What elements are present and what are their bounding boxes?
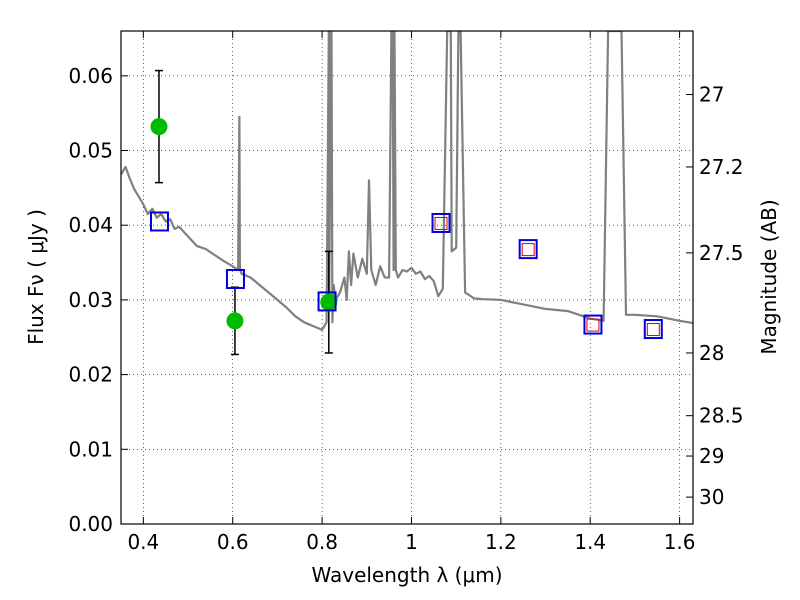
- mag-tick-label: 30: [699, 485, 724, 509]
- model-point-inner-square: [521, 243, 535, 257]
- x-tick-label: 0.4: [127, 530, 159, 554]
- right-axis-label: Magnitude (AB): [757, 199, 781, 354]
- mag-tick-label: 27.2: [699, 155, 744, 179]
- plot-frame: [120, 30, 694, 525]
- mag-tick-label: 28.5: [699, 404, 744, 428]
- model-point-square: [431, 212, 451, 233]
- ticks-layer: 0.4 0.6 0.8 1 1.2 1.4 1.6 0.00 0.01 0.02 0.03 0.04 0…: [68, 31, 744, 554]
- observed-point: [320, 293, 338, 311]
- y-tick-label: 0.00: [68, 512, 113, 536]
- markers-layer: [149, 69, 663, 356]
- x-tick-label: 1: [405, 530, 418, 554]
- mag-tick-label: 28: [699, 341, 724, 365]
- model-point-square: [518, 239, 538, 260]
- model-point-square: [149, 211, 169, 232]
- y-tick-label: 0.02: [68, 363, 113, 387]
- model-point-inner-square: [434, 216, 448, 230]
- y-tick-label: 0.05: [68, 139, 113, 163]
- model-point-square: [583, 314, 603, 335]
- x-tick-label: 1.2: [485, 530, 517, 554]
- y-tick-label: 0.04: [68, 213, 113, 237]
- observed-point: [226, 312, 244, 330]
- mag-tick-label: 27.5: [699, 241, 744, 265]
- model-sed-line: [121, 31, 693, 331]
- y-tick-label: 0.01: [68, 437, 113, 461]
- model-point-square: [317, 291, 337, 312]
- mag-tick-label: 29: [699, 444, 724, 468]
- model-point-square: [225, 268, 245, 289]
- model-point-inner-square: [646, 323, 660, 337]
- observed-point: [150, 118, 168, 136]
- y-axis-label: Flux Fν ( μJy ): [24, 209, 48, 345]
- mag-tick-label: 27: [699, 82, 724, 106]
- x-axis-label: Wavelength λ (μm): [311, 563, 502, 587]
- series-layer: [121, 31, 693, 331]
- x-tick-label: 0.8: [306, 530, 338, 554]
- plot-background: [121, 31, 693, 524]
- x-tick-label: 1.4: [574, 530, 606, 554]
- model-point-square: [643, 319, 663, 340]
- y-tick-label: 0.03: [68, 288, 113, 312]
- x-tick-label: 1.6: [664, 530, 696, 554]
- model-point-inner-square: [586, 318, 600, 332]
- x-tick-label: 0.6: [217, 530, 249, 554]
- y-tick-label: 0.06: [68, 64, 113, 88]
